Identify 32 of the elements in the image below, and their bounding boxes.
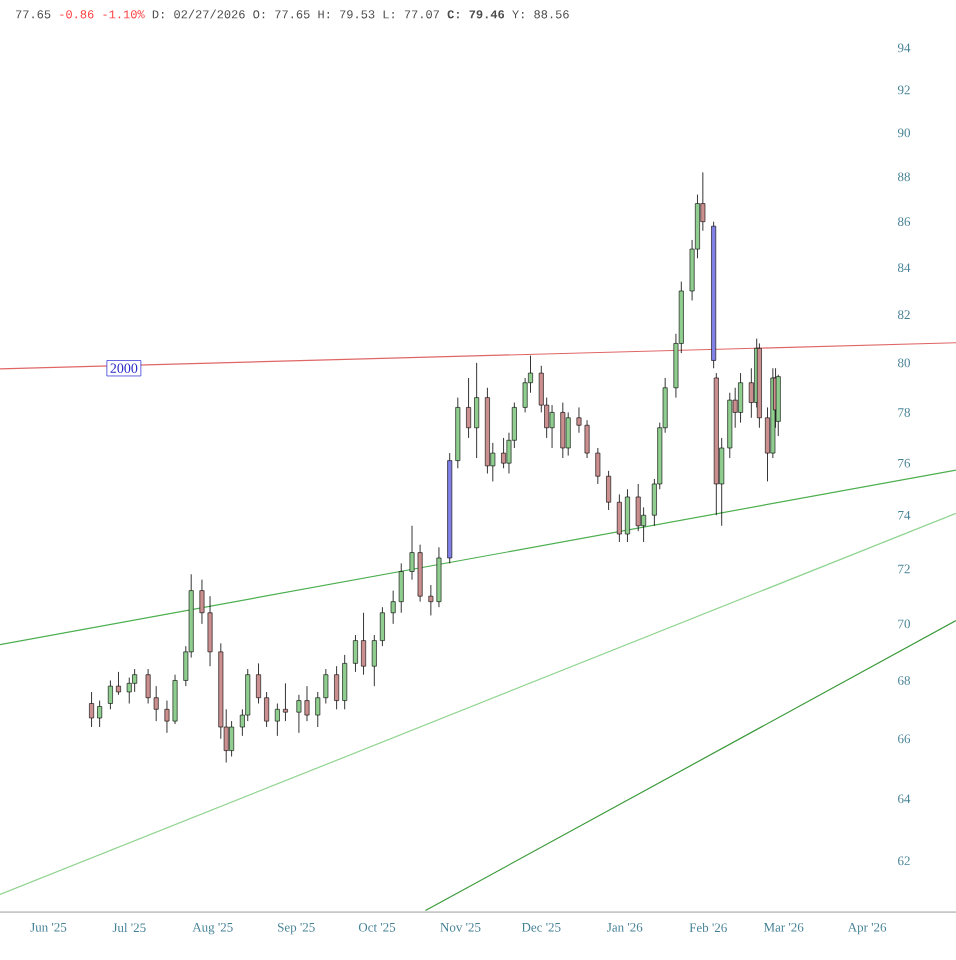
candlestick xyxy=(172,674,178,725)
candlestick xyxy=(145,668,151,704)
candlestick xyxy=(116,671,121,696)
candlestick xyxy=(274,703,280,737)
candlestick xyxy=(107,680,113,710)
candlestick xyxy=(97,700,103,728)
candlestick xyxy=(353,634,358,673)
candlestick xyxy=(565,412,571,456)
candlestick xyxy=(625,488,630,543)
candlestick xyxy=(398,562,404,614)
candlestick xyxy=(549,404,555,449)
candlestick xyxy=(466,377,472,439)
candlestick xyxy=(584,419,590,459)
candlestick xyxy=(501,437,507,469)
candlestick xyxy=(595,447,601,485)
candlestick xyxy=(738,372,744,424)
candlestick xyxy=(436,546,442,608)
candlestick xyxy=(282,682,288,722)
candlestick xyxy=(361,612,366,676)
candlestick xyxy=(89,691,95,728)
candlestick xyxy=(606,470,612,511)
candlestick xyxy=(616,493,622,543)
candlestick xyxy=(342,654,348,710)
candlestick xyxy=(560,402,566,459)
candlestick xyxy=(334,665,340,710)
candlestick xyxy=(417,544,423,603)
candlestick xyxy=(304,685,310,722)
candlestick xyxy=(296,694,302,734)
candlestick xyxy=(229,720,235,757)
candlestick xyxy=(207,595,213,667)
candlestick xyxy=(126,677,132,704)
candlestick xyxy=(474,362,480,459)
